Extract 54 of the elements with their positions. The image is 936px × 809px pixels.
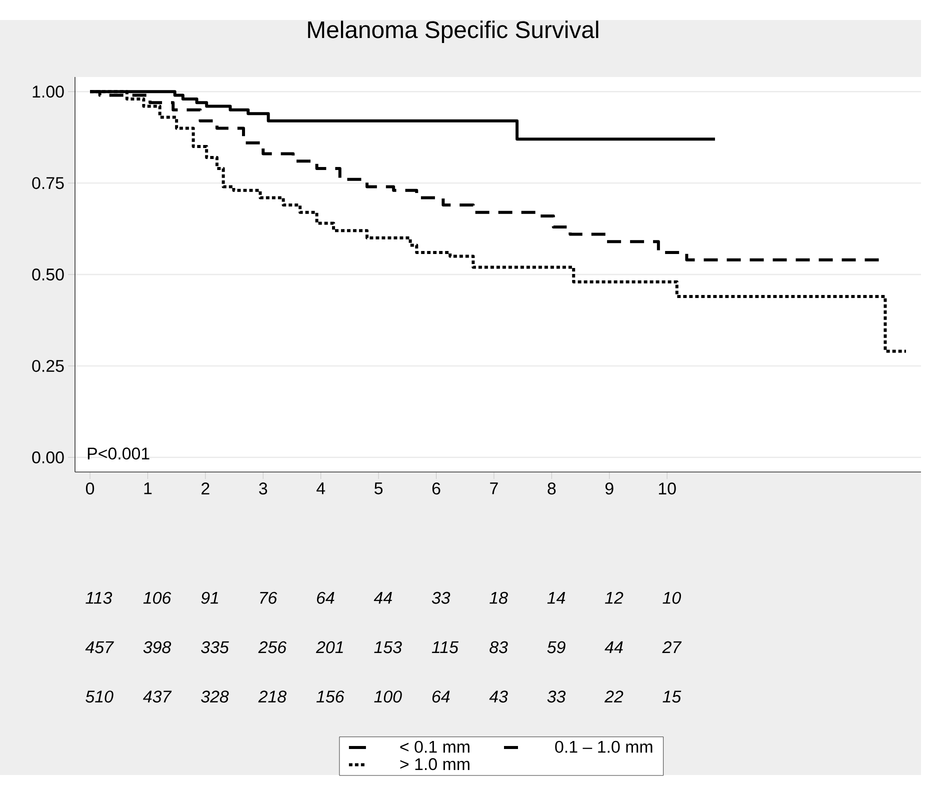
text: 33: [547, 690, 566, 703]
legend-label: < 0.1 mm: [400, 740, 470, 753]
x-tick-label: 3: [259, 482, 268, 495]
text: 437: [143, 690, 172, 703]
text: 201: [316, 641, 343, 654]
text: 510: [86, 690, 114, 703]
text: 256: [258, 641, 287, 654]
text: 398: [143, 641, 172, 654]
x-tick-label: 9: [605, 482, 614, 495]
y-tick-label: 0.25: [32, 360, 64, 372]
chart-title: Melanoma Specific Survival: [308, 20, 598, 43]
text: 115: [432, 641, 459, 654]
text: 218: [258, 690, 286, 703]
annotation: P<0.001: [88, 448, 150, 460]
y-tick-label: 0.50: [32, 268, 64, 281]
text: 335: [201, 641, 229, 654]
text: 64: [432, 690, 450, 703]
text: 457: [85, 641, 114, 654]
text: 15: [662, 690, 682, 703]
text: 43: [489, 690, 508, 703]
text: 22: [604, 690, 624, 702]
text: 27: [662, 641, 682, 654]
text: 100: [374, 690, 402, 703]
text: 18: [490, 592, 508, 604]
text: 153: [374, 641, 402, 654]
text: 10: [662, 592, 681, 604]
x-tick-label: 1: [144, 482, 152, 494]
text: 59: [547, 641, 566, 654]
text: 44: [374, 592, 392, 604]
x-tick-label: 0: [86, 482, 94, 495]
x-tick-label: 8: [548, 482, 556, 495]
text: 33: [432, 592, 450, 604]
text: 113: [86, 592, 112, 604]
text: 44: [604, 641, 623, 654]
x-tick-label: 10: [658, 482, 676, 495]
text: 12: [605, 592, 624, 604]
x-tick-label: 6: [432, 482, 440, 495]
x-tick-label: 4: [316, 482, 326, 494]
x-tick-label: 5: [374, 482, 383, 494]
x-tick-label: 2: [202, 482, 210, 494]
text: 83: [490, 641, 508, 654]
text: 76: [260, 592, 278, 604]
y-tick-label: 0.75: [32, 177, 64, 190]
legend-label: 0.1 – 1.0 mm: [555, 740, 652, 753]
y-tick-label: 0.00: [32, 451, 64, 464]
text: 91: [201, 592, 218, 604]
y-tick-label: 1.00: [32, 86, 64, 98]
text: 64: [316, 592, 334, 604]
text: 106: [143, 592, 172, 604]
text: 328: [201, 690, 229, 703]
legend-label: > 1.0 mm: [400, 758, 470, 770]
text: 156: [316, 690, 344, 703]
text: 14: [547, 592, 566, 604]
x-tick-label: 7: [490, 482, 498, 494]
